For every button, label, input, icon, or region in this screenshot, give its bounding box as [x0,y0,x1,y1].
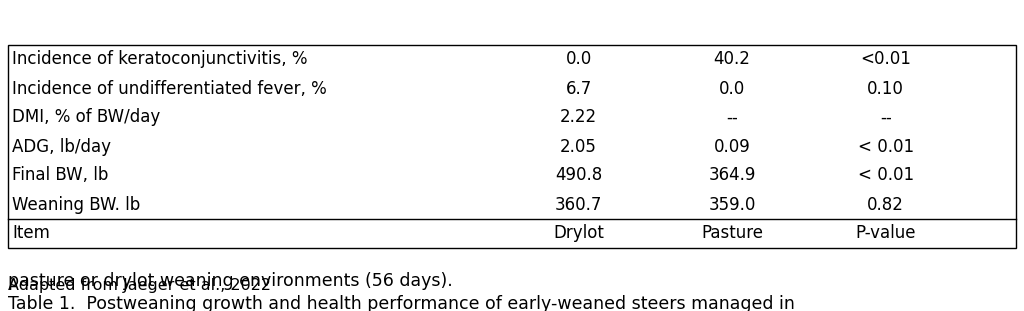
Text: Incidence of undifferentiated fever, %: Incidence of undifferentiated fever, % [12,80,327,98]
Text: 6.7: 6.7 [565,80,592,98]
Text: 364.9: 364.9 [709,166,756,184]
Text: 0.82: 0.82 [867,196,904,213]
Text: <0.01: <0.01 [860,50,911,68]
Bar [8,45,1016,248]
Text: < 0.01: < 0.01 [858,137,913,156]
Text: Adapted from Jaeger et al., 2022: Adapted from Jaeger et al., 2022 [8,278,271,293]
Text: 2.05: 2.05 [560,137,597,156]
Text: Table 1.  Postweaning growth and health performance of early-weaned steers manag: Table 1. Postweaning growth and health p… [8,295,795,311]
Text: 359.0: 359.0 [709,196,756,213]
Text: Drylot: Drylot [553,225,604,243]
Text: Incidence of keratoconjunctivitis, %: Incidence of keratoconjunctivitis, % [12,50,308,68]
Text: DMI, % of BW/day: DMI, % of BW/day [12,109,161,127]
Text: 40.2: 40.2 [714,50,751,68]
Text: 0.0: 0.0 [719,80,745,98]
Text: P-value: P-value [855,225,916,243]
Text: --: -- [726,109,738,127]
Text: Weaning BW. lb: Weaning BW. lb [12,196,140,213]
Text: ADG, lb/day: ADG, lb/day [12,137,112,156]
Text: 360.7: 360.7 [555,196,602,213]
Text: Final BW, lb: Final BW, lb [12,166,109,184]
Text: 2.22: 2.22 [560,109,597,127]
Text: 0.10: 0.10 [867,80,904,98]
Text: Pasture: Pasture [701,225,763,243]
Text: 0.0: 0.0 [565,50,592,68]
Text: --: -- [880,109,892,127]
Text: 490.8: 490.8 [555,166,602,184]
Text: Item: Item [12,225,50,243]
Text: pasture or drylot weaning environments (56 days).: pasture or drylot weaning environments (… [8,272,453,290]
Text: 0.09: 0.09 [714,137,751,156]
Text: < 0.01: < 0.01 [858,166,913,184]
